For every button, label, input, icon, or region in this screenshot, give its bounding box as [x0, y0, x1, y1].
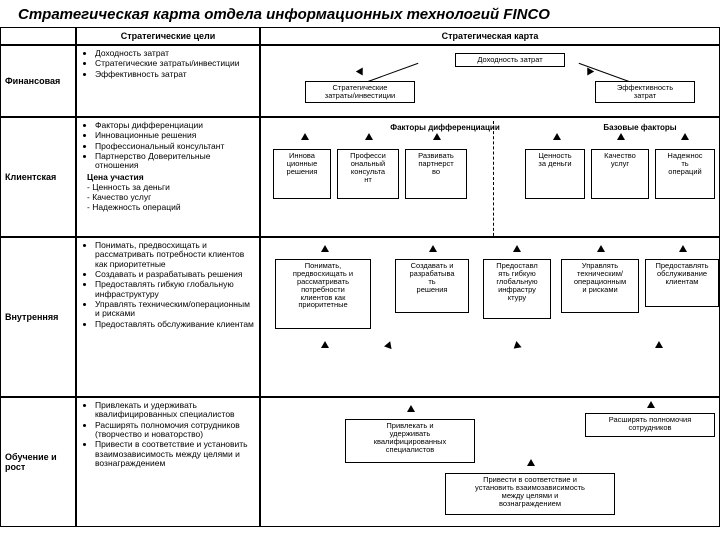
map-box: Надежностьопераций — [655, 149, 715, 199]
row2-map: Факторы дифференциации Базовые факторы Инн… — [260, 117, 720, 237]
row4-label: Обучение и рост — [0, 397, 76, 527]
row1-label: Финансовая — [0, 45, 76, 117]
row4-map: Привлекать иудерживатьквалифицированныхс… — [260, 397, 720, 527]
list-item: Эффективность затрат — [95, 70, 255, 79]
list-item: Управлять техническим/операционным и рис… — [95, 300, 255, 319]
list-item: Доходность затрат — [95, 49, 255, 58]
header-map: Стратегическая карта — [260, 27, 720, 45]
row1-goals: Доходность затрат Стратегические затраты… — [76, 45, 260, 117]
page-title: Стратегическая карта отдела информационн… — [0, 0, 720, 27]
row2-label: Клиентская — [0, 117, 76, 237]
row2-goals: Факторы дифференциации Инновационные реш… — [76, 117, 260, 237]
map-box: Привести в соответствие иустановить взаи… — [445, 473, 615, 515]
sub-item: - Надежность операций — [87, 202, 181, 212]
list-item: Предоставлять обслуживание клиентам — [95, 320, 255, 329]
list-item: Факторы дифференциации — [95, 121, 255, 130]
corner-cell — [0, 27, 76, 45]
map-box: Привлекать иудерживатьквалифицированныхс… — [345, 419, 475, 463]
list-item: Предоставлять гибкую глобальную инфрастр… — [95, 280, 255, 299]
list-item: Привести в соответствие и установить вза… — [95, 440, 255, 468]
list-item: Инновационные решения — [95, 131, 255, 140]
map-box: Ценностьза деньги — [525, 149, 585, 199]
row4-goals: Привлекать и удерживать квалифицированны… — [76, 397, 260, 527]
map-box: Инновационныерешения — [273, 149, 331, 199]
row3-goals: Понимать, предвосхищать и рассматривать … — [76, 237, 260, 397]
map-box: Факторы дифференциации — [375, 123, 515, 132]
map-box: Предоставлять гибкуюглобальнуюинфраструк… — [483, 259, 551, 319]
header-goals: Стратегические цели — [76, 27, 260, 45]
map-box: Стратегическиезатраты/инвестиции — [305, 81, 415, 103]
map-box: Создавать иразрабатыватьрешения — [395, 259, 469, 313]
list-item: Понимать, предвосхищать и рассматривать … — [95, 241, 255, 269]
map-box: Расширять полномочиясотрудников — [585, 413, 715, 437]
list-item: Создавать и разрабатывать решения — [95, 270, 255, 279]
map-box: Профессиональныйконсультант — [337, 149, 399, 199]
list-item: Расширять полномочия сотрудников (творче… — [95, 421, 255, 440]
list-item: Стратегические затраты/инвестиции — [95, 59, 255, 68]
list-item: Привлекать и удерживать квалифицированны… — [95, 401, 255, 420]
list-item: Партнерство Доверительные отношения — [95, 152, 255, 171]
map-box: Базовые факторы — [585, 123, 695, 132]
map-box: Предоставлятьобслуживаниеклиентам — [645, 259, 719, 307]
list-item: Профессиональный консультант — [95, 142, 255, 151]
map-box: Понимать,предвосхищать ирассматриватьпот… — [275, 259, 371, 329]
row1-map: Доходность затрат Стратегическиезатраты/и… — [260, 45, 720, 117]
map-box: Управлятьтехническим/операционными риска… — [561, 259, 639, 313]
map-box: Качествоуслуг — [591, 149, 649, 199]
strategy-grid: Стратегические цели Стратегическая карта… — [0, 27, 720, 527]
sub-item: - Качество услуг — [87, 192, 151, 202]
sub-item: - Ценность за деньги — [87, 182, 170, 192]
row3-map: Понимать,предвосхищать ирассматриватьпот… — [260, 237, 720, 397]
map-box: Доходность затрат — [455, 53, 565, 67]
map-box: Развиватьпартнерство — [405, 149, 467, 199]
row3-label: Внутренняя — [0, 237, 76, 397]
map-box: Эффективностьзатрат — [595, 81, 695, 103]
sub-item: Цена участия — [87, 172, 144, 182]
